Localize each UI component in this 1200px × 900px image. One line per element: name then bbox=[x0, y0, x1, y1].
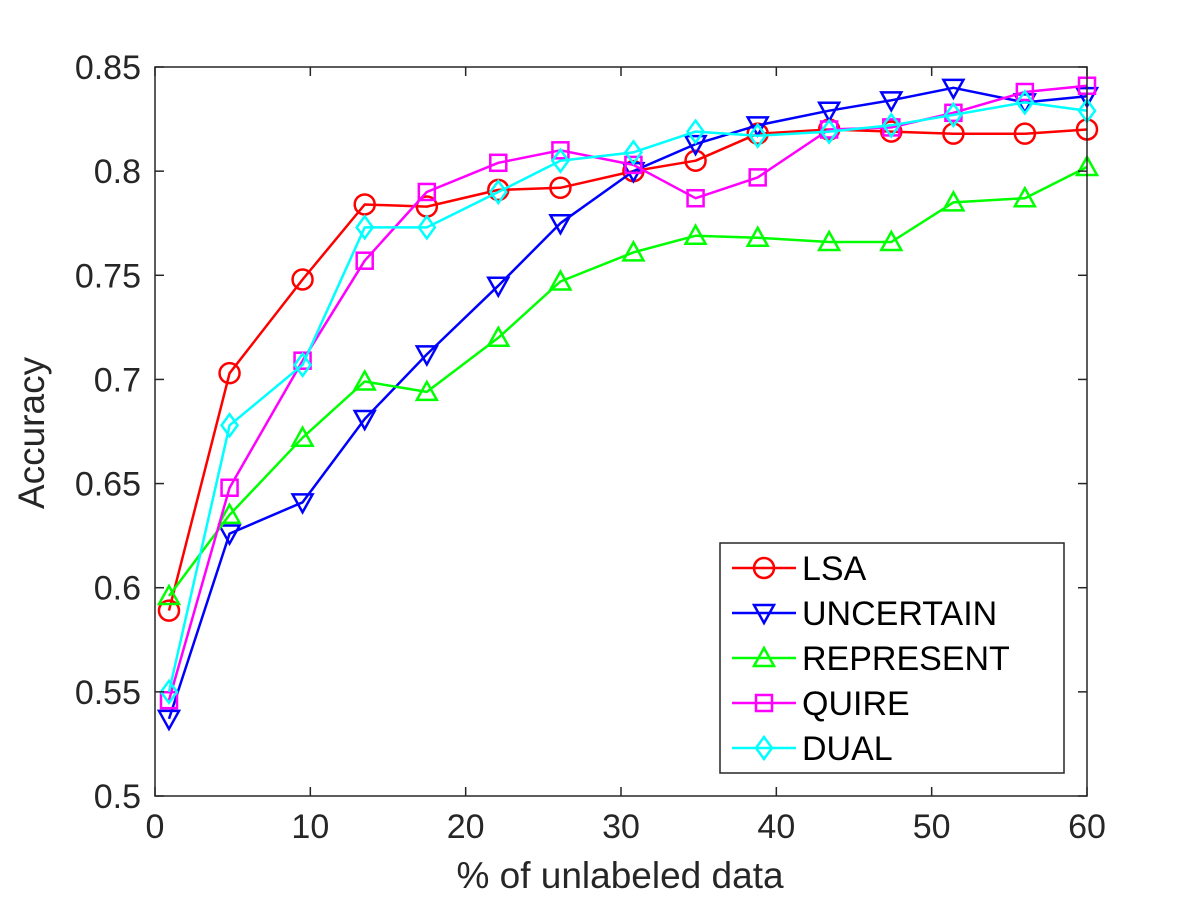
data-point-uncertain bbox=[352, 409, 377, 432]
series-line-represent bbox=[167, 165, 1088, 597]
y-tick-label: 0.6 bbox=[94, 570, 141, 608]
data-point-dual bbox=[1015, 89, 1035, 116]
legend-item-represent: REPRESENT bbox=[732, 640, 1010, 678]
legend-item-quire: QUIRE bbox=[732, 685, 910, 723]
legend-label-quire: QUIRE bbox=[802, 685, 910, 723]
data-point-uncertain bbox=[745, 116, 770, 138]
data-point-dual bbox=[550, 147, 570, 174]
data-point-uncertain bbox=[290, 493, 315, 515]
y-tick-label: 0.7 bbox=[94, 361, 141, 399]
data-point-uncertain bbox=[817, 101, 842, 124]
data-point-lsa bbox=[684, 149, 707, 172]
data-point-quire bbox=[159, 690, 179, 710]
data-point-dual bbox=[623, 139, 643, 166]
series-dual bbox=[159, 89, 1097, 705]
y-tick-label: 0.65 bbox=[75, 466, 141, 504]
data-point-dual bbox=[355, 214, 375, 241]
y-tick-label: 0.5 bbox=[94, 778, 141, 816]
data-point-quire bbox=[220, 478, 239, 497]
data-point-quire bbox=[355, 251, 374, 270]
data-point-dual bbox=[159, 678, 179, 705]
data-point-dual bbox=[686, 118, 706, 145]
legend-marker-quire bbox=[754, 693, 774, 713]
data-point-dual bbox=[488, 178, 508, 206]
data-point-represent bbox=[156, 583, 182, 606]
data-point-represent bbox=[817, 229, 842, 252]
y-tick-label: 0.55 bbox=[75, 674, 141, 712]
data-point-lsa bbox=[218, 361, 241, 385]
data-point-lsa bbox=[1013, 122, 1037, 145]
data-point-uncertain bbox=[217, 524, 242, 547]
x-tick-label: 0 bbox=[146, 808, 165, 846]
data-point-represent bbox=[941, 189, 966, 212]
data-point-represent bbox=[290, 425, 315, 447]
x-axis-label: % of unlabeled data bbox=[456, 855, 784, 896]
data-point-quire bbox=[1015, 82, 1035, 102]
data-point-lsa bbox=[942, 122, 965, 145]
data-point-uncertain bbox=[941, 78, 966, 101]
data-point-quire bbox=[748, 168, 767, 187]
legend-item-uncertain: UNCERTAIN bbox=[732, 595, 997, 633]
data-point-dual bbox=[417, 214, 437, 241]
data-point-dual bbox=[881, 112, 901, 139]
legend-label-lsa: LSA bbox=[802, 550, 867, 588]
axes: 0 10 20 30 40 50 60 0.5 0.55 0.6 0.65 0.7 0.75 0.8 0.8… bbox=[75, 49, 1106, 846]
series-represent bbox=[156, 154, 1100, 606]
data-point-quire bbox=[417, 182, 437, 202]
legend-item-lsa: LSA bbox=[732, 550, 867, 588]
data-point-dual bbox=[819, 118, 839, 145]
data-point-dual bbox=[220, 412, 240, 439]
data-point-uncertain bbox=[156, 709, 182, 732]
data-point-uncertain bbox=[548, 213, 573, 236]
x-tick-label: 20 bbox=[447, 808, 485, 846]
data-point-uncertain bbox=[414, 345, 439, 368]
legend-label-represent: REPRESENT bbox=[802, 640, 1010, 678]
data-point-represent bbox=[621, 239, 646, 262]
x-tick-label: 60 bbox=[1068, 808, 1106, 846]
data-point-represent bbox=[1012, 185, 1037, 208]
data-point-uncertain bbox=[683, 134, 708, 157]
data-point-uncertain bbox=[879, 91, 904, 113]
x-tick-label: 40 bbox=[757, 808, 795, 846]
y-tick-label: 0.85 bbox=[75, 49, 141, 87]
data-point-quire bbox=[624, 155, 643, 175]
data-point-lsa bbox=[291, 268, 314, 291]
data-point-lsa bbox=[157, 599, 181, 622]
legend-marker-uncertain bbox=[751, 603, 777, 626]
legend-label-uncertain: UNCERTAIN bbox=[802, 595, 997, 633]
data-point-represent bbox=[879, 229, 904, 252]
data-point-lsa bbox=[880, 120, 903, 143]
data-point-quire bbox=[686, 188, 705, 208]
legend-item-dual: DUAL bbox=[732, 730, 893, 768]
x-tick-label: 50 bbox=[913, 808, 951, 846]
data-point-represent bbox=[486, 325, 511, 348]
legend: LSA UNCERTAIN REPRESENT QUIRE DUAL bbox=[719, 542, 1065, 774]
legend-label-dual: DUAL bbox=[802, 730, 893, 768]
series-line-uncertain bbox=[167, 86, 1088, 720]
x-tick-label: 10 bbox=[291, 808, 329, 846]
data-point-represent bbox=[414, 379, 439, 402]
data-point-represent bbox=[352, 368, 377, 391]
data-point-represent bbox=[217, 502, 242, 525]
series-line-dual bbox=[167, 101, 1088, 693]
y-tick-label: 0.8 bbox=[94, 153, 141, 191]
data-point-quire bbox=[489, 153, 508, 173]
data-point-represent bbox=[745, 225, 770, 248]
data-point-lsa bbox=[549, 176, 572, 200]
data-point-uncertain bbox=[486, 276, 511, 299]
legend-marker-represent bbox=[751, 645, 777, 668]
data-point-represent bbox=[548, 268, 573, 291]
data-point-dual bbox=[748, 122, 768, 149]
y-tick-label: 0.75 bbox=[75, 257, 141, 295]
data-point-quire bbox=[551, 141, 570, 160]
legend-marker-dual bbox=[754, 734, 774, 762]
data-point-represent bbox=[683, 223, 708, 245]
data-point-dual bbox=[293, 351, 313, 378]
data-point-dual bbox=[943, 101, 963, 129]
series-layer bbox=[156, 76, 1100, 732]
legend-marker-lsa bbox=[752, 556, 776, 580]
x-tick-label: 30 bbox=[602, 808, 640, 846]
y-axis-label: Accuracy bbox=[11, 356, 52, 509]
